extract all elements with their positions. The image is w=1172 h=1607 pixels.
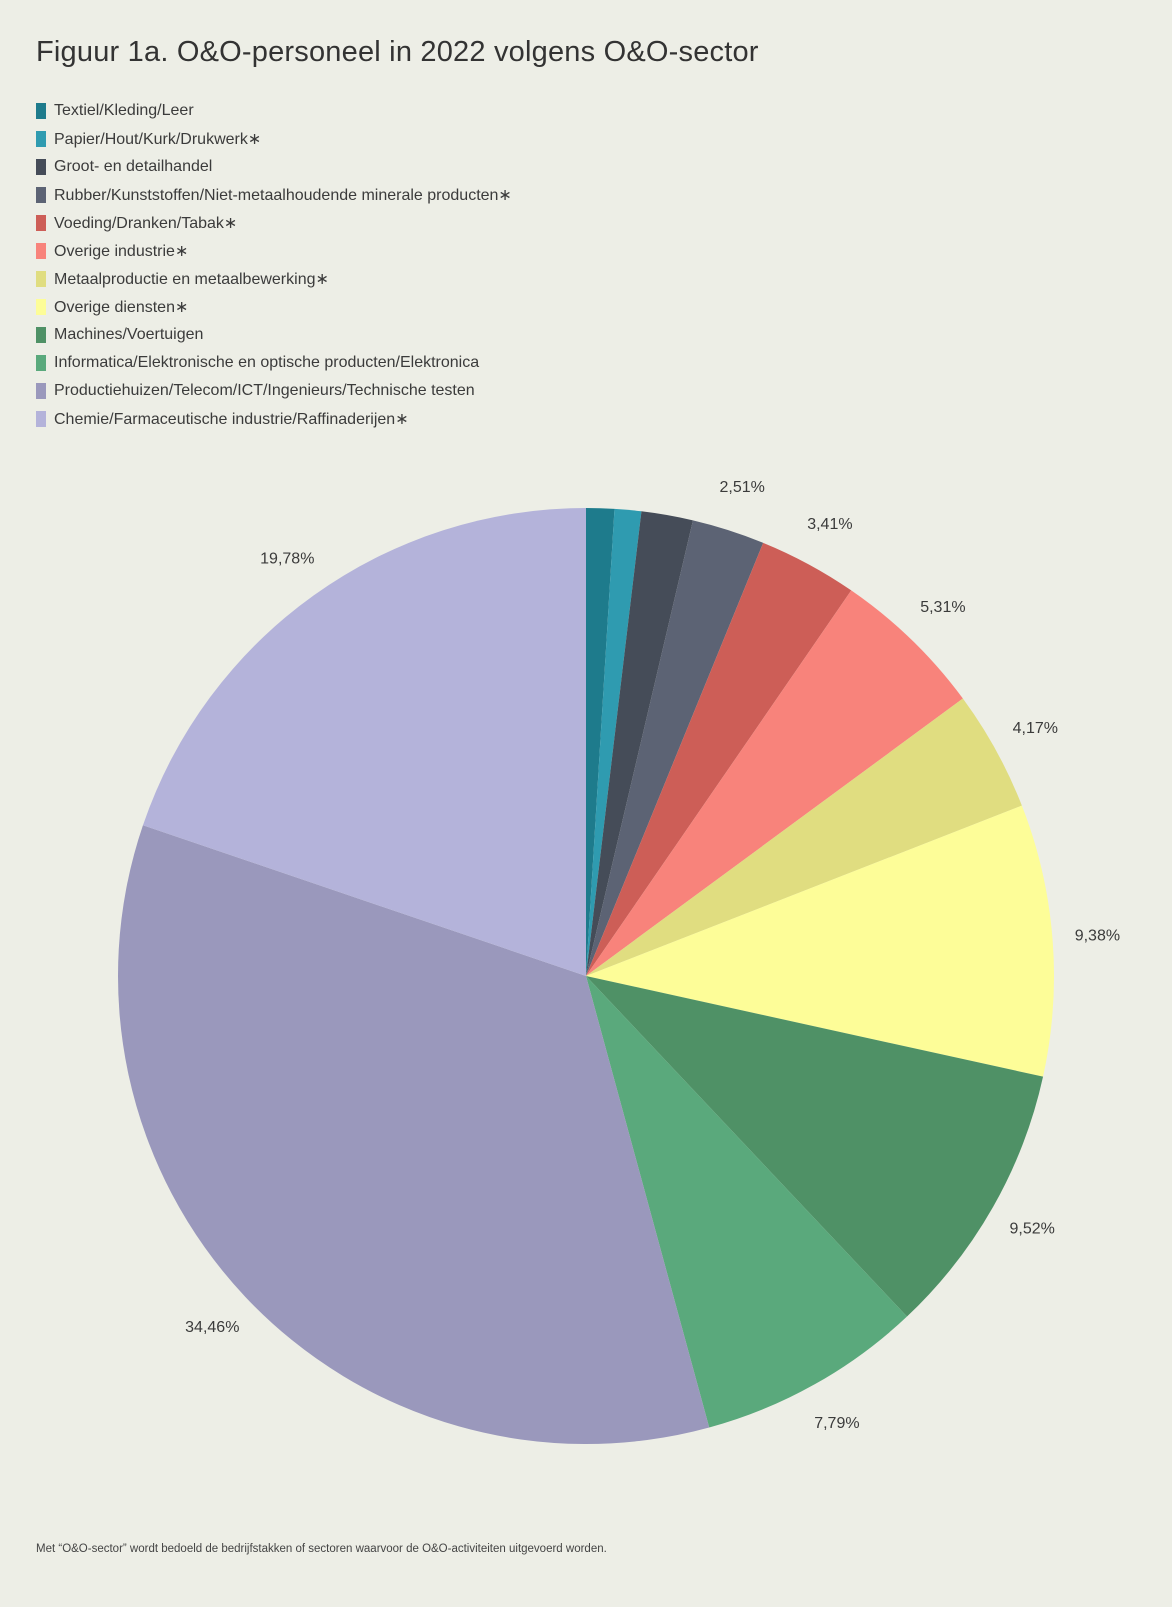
pie-slice-papier-hout-kurk-drukwerk[interactable] bbox=[586, 508, 642, 976]
legend-swatch bbox=[36, 103, 46, 119]
legend-item-label: Textiel/Kleding/Leer bbox=[54, 102, 194, 119]
legend-item-metaalproductie-en-metaalbewerking[interactable]: Metaalproductie en metaalbewerking∗ bbox=[36, 265, 512, 293]
legend-item-label: Rubber/Kunststoffen/Niet-metaalhoudende … bbox=[54, 187, 512, 204]
legend-swatch bbox=[36, 355, 46, 371]
legend-item-productiehuizen-telecom-ict-ingenieurs-technische-testen[interactable]: Productiehuizen/Telecom/ICT/Ingenieurs/T… bbox=[36, 377, 512, 405]
legend-swatch bbox=[36, 411, 46, 427]
legend-item-voeding-dranken-tabak[interactable]: Voeding/Dranken/Tabak∗ bbox=[36, 209, 512, 237]
legend-item-groot-en-detailhandel[interactable]: Groot- en detailhandel bbox=[36, 153, 512, 181]
pie-slice-label-overige-diensten: 9,38% bbox=[1075, 928, 1120, 945]
pie-slice-machines-voertuigen[interactable] bbox=[586, 976, 1044, 1317]
pie-slice-rubber-kunststoffen-niet-metaalhoudende-minerale-producten[interactable] bbox=[586, 520, 764, 976]
pie-slice-label-chemie-farmaceutische-industrie-raffinaderijen: 19,78% bbox=[260, 550, 314, 567]
legend-swatch bbox=[36, 187, 46, 203]
legend-item-overige-industrie[interactable]: Overige industrie∗ bbox=[36, 237, 512, 265]
pie-slice-textiel-kleding-leer[interactable] bbox=[586, 508, 615, 976]
legend-swatch bbox=[36, 215, 46, 231]
legend-item-papier-hout-kurk-drukwerk[interactable]: Papier/Hout/Kurk/Drukwerk∗ bbox=[36, 125, 512, 153]
pie-slice-chemie-farmaceutische-industrie-raffinaderijen[interactable] bbox=[142, 507, 586, 976]
legend-swatch bbox=[36, 131, 46, 147]
legend: Textiel/Kleding/Leer Papier/Hout/Kurk/Dru… bbox=[36, 97, 512, 433]
pie-slice-voeding-dranken-tabak[interactable] bbox=[586, 542, 852, 976]
legend-item-textiel-kleding-leer[interactable]: Textiel/Kleding/Leer bbox=[36, 97, 512, 125]
legend-item-machines-voertuigen[interactable]: Machines/Voertuigen bbox=[36, 321, 512, 349]
page-title: Figuur 1a. O&O-personeel in 2022 volgens… bbox=[36, 36, 759, 68]
footnote: Met “O&O-sector” wordt bedoeld de bedrij… bbox=[36, 1543, 607, 1555]
legend-item-chemie-farmaceutische-industrie-raffinaderijen[interactable]: Chemie/Farmaceutische industrie/Raffinad… bbox=[36, 405, 512, 433]
legend-item-label: Overige diensten∗ bbox=[54, 299, 189, 316]
legend-swatch bbox=[36, 243, 46, 259]
legend-item-informatica-elektronische-en-optische-producten-elektronica[interactable]: Informatica/Elektronische en optische pr… bbox=[36, 349, 512, 377]
legend-item-label: Informatica/Elektronische en optische pr… bbox=[54, 354, 480, 371]
legend-swatch bbox=[36, 159, 46, 175]
pie-slice-label-metaalproductie-en-metaalbewerking: 4,17% bbox=[1013, 720, 1058, 737]
pie-slice-overige-industrie[interactable] bbox=[586, 590, 963, 976]
pie-slice-label-overige-industrie: 5,31% bbox=[920, 599, 965, 616]
legend-swatch bbox=[36, 327, 46, 343]
legend-item-overige-diensten[interactable]: Overige diensten∗ bbox=[36, 293, 512, 321]
legend-item-label: Groot- en detailhandel bbox=[54, 158, 213, 175]
pie-slice-label-productiehuizen-telecom-ict-ingenieurs-technische-testen: 34,46% bbox=[185, 1319, 239, 1336]
pie-slice-informatica-elektronische-en-optische-producten-elektronica[interactable] bbox=[586, 976, 908, 1428]
pie-slice-label-rubber-kunststoffen-niet-metaalhoudende-minerale-producten: 2,51% bbox=[720, 479, 765, 496]
pie-slice-overige-diensten[interactable] bbox=[586, 805, 1055, 1077]
pie-slice-label-voeding-dranken-tabak: 3,41% bbox=[807, 516, 852, 533]
legend-item-label: Metaalproductie en metaalbewerking∗ bbox=[54, 271, 329, 288]
pie-slice-productiehuizen-telecom-ict-ingenieurs-technische-testen[interactable] bbox=[118, 825, 710, 1444]
legend-item-rubber-kunststoffen-niet-metaalhoudende-minerale-producten[interactable]: Rubber/Kunststoffen/Niet-metaalhoudende … bbox=[36, 181, 512, 209]
legend-swatch bbox=[36, 271, 46, 287]
pie-slice-label-machines-voertuigen: 9,52% bbox=[1010, 1221, 1055, 1238]
pie-slice-metaalproductie-en-metaalbewerking[interactable] bbox=[586, 698, 1022, 976]
legend-item-label: Productiehuizen/Telecom/ICT/Ingenieurs/T… bbox=[54, 382, 475, 399]
legend-item-label: Overige industrie∗ bbox=[54, 243, 189, 260]
legend-item-label: Voeding/Dranken/Tabak∗ bbox=[54, 215, 238, 232]
legend-item-label: Chemie/Farmaceutische industrie/Raffinad… bbox=[54, 411, 409, 428]
pie-slice-groot-en-detailhandel[interactable] bbox=[586, 511, 693, 976]
legend-swatch bbox=[36, 383, 46, 399]
legend-item-label: Papier/Hout/Kurk/Drukwerk∗ bbox=[54, 131, 262, 148]
legend-item-label: Machines/Voertuigen bbox=[54, 326, 204, 343]
legend-swatch bbox=[36, 299, 46, 315]
pie-slice-label-informatica-elektronische-en-optische-producten-elektronica: 7,79% bbox=[814, 1415, 859, 1432]
